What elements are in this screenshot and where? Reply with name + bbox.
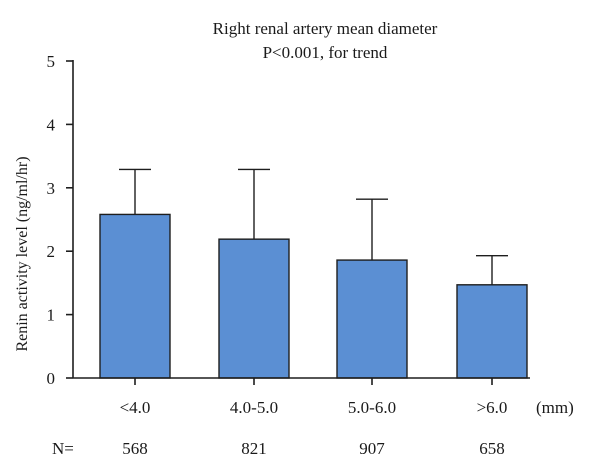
y-tick-label: 0	[47, 369, 56, 388]
x-tick-label: >6.0	[477, 398, 508, 417]
bars-group	[99, 213, 528, 379]
bar	[99, 213, 171, 379]
n-values-group: 568 821 907 658	[122, 439, 505, 458]
chart-title: Right renal artery mean diameter	[213, 19, 438, 38]
bar	[456, 284, 528, 379]
y-tick-label: 1	[47, 306, 56, 325]
n-label: N=	[52, 439, 74, 458]
x-unit-label: (mm)	[536, 398, 574, 417]
x-tick-label: <4.0	[120, 398, 151, 417]
chart-subtitle: P<0.001, for trend	[263, 43, 388, 62]
y-tick-label: 5	[47, 52, 56, 71]
n-value-label: 821	[241, 439, 267, 458]
y-tick-label: 4	[47, 115, 56, 134]
y-axis-label: Renin activity level (ng/ml/hr)	[14, 156, 31, 351]
y-tick-label: 2	[47, 242, 56, 261]
n-value-label: 658	[479, 439, 505, 458]
x-tick-label: 4.0-5.0	[230, 398, 278, 417]
y-tick-label: 3	[47, 179, 56, 198]
x-axis-ticks: <4.0 4.0-5.0 5.0-6.0 >6.0	[120, 378, 508, 417]
bar	[218, 238, 290, 379]
bar	[336, 259, 408, 379]
n-value-label: 568	[122, 439, 148, 458]
y-axis-ticks: 0 1 2 3 4 5	[47, 52, 73, 388]
n-value-label: 907	[359, 439, 385, 458]
error-bars-group	[119, 168, 508, 285]
x-tick-label: 5.0-6.0	[348, 398, 396, 417]
